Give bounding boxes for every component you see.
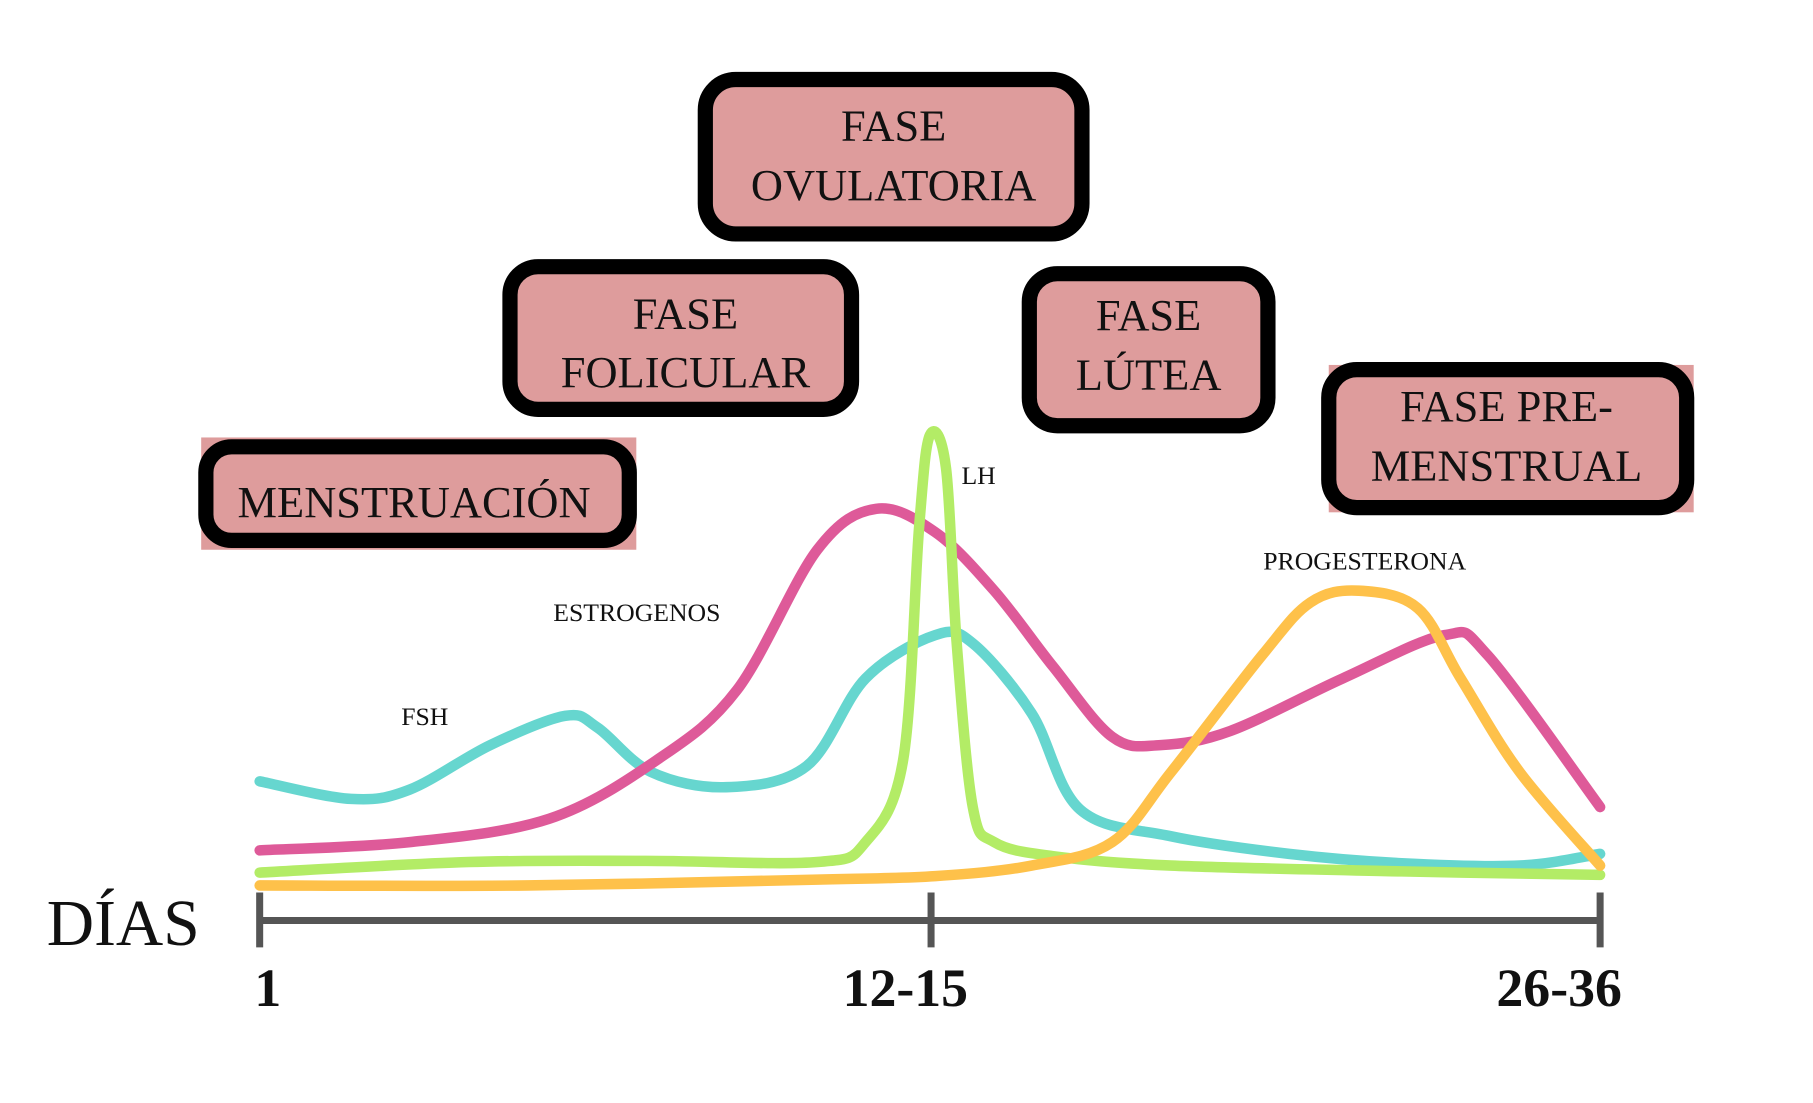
phase-ovulatoria-line2: OVULATORIA [751,160,1037,210]
x-tick-label: 1 [254,958,281,1018]
series-label-estrogenos: ESTROGENOS [553,598,720,627]
phase-ovulatoria: FASE OVULATORIA [697,71,1090,242]
x-axis [256,892,1604,948]
phase-lutea-line2: LÚTEA [1076,350,1222,400]
series-label-progesterona: PROGESTERONA [1263,547,1466,576]
phase-lutea-line1: FASE [1096,290,1201,340]
series-label-fsh: FSH [401,702,448,731]
phase-premenstrual-line2: MENSTRUAL [1371,441,1643,491]
series-label-lh: LH [961,461,995,490]
x-tick-label: 26-36 [1496,958,1622,1018]
phase-folicular-line1: FASE [633,289,738,339]
phase-premenstrual-line1: FASE PRE- [1400,381,1613,431]
x-axis-title: DÍAS [47,888,200,960]
phase-lutea: FASE LÚTEA [1021,266,1276,434]
series-line-estrogenos [254,503,1606,856]
phase-premenstrual: FASE PRE- MENSTRUAL [1321,362,1695,516]
x-tick-label: 12-15 [843,958,969,1018]
phase-menstruacion: MENSTRUACIÓN [198,437,637,550]
hormone-curves [254,425,1606,892]
series-line-fsh [254,626,1606,872]
phase-ovulatoria-line1: FASE [841,100,946,150]
phase-menstruacion-label: MENSTRUACIÓN [238,477,591,527]
series-line-progesterona [254,585,1606,892]
series-line-lh [254,425,1606,881]
phase-folicular: FASE FOLICULAR [502,259,860,417]
phase-folicular-line2: FOLICULAR [561,347,811,397]
